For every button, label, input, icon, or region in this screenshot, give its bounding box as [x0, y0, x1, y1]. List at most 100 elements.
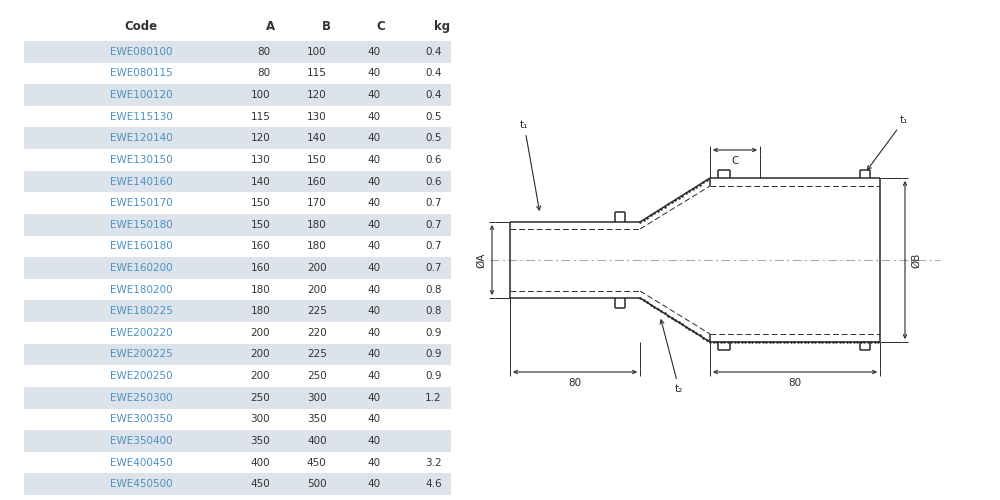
- Text: 115: 115: [307, 68, 327, 78]
- Text: 400: 400: [251, 458, 270, 468]
- Bar: [24, 474, 451, 495]
- Text: 180: 180: [250, 306, 270, 316]
- Text: EWE200225: EWE200225: [110, 350, 172, 360]
- Text: 300: 300: [307, 392, 327, 402]
- Text: 350: 350: [250, 436, 270, 446]
- Bar: [24, 41, 451, 62]
- Text: 0.7: 0.7: [425, 242, 442, 252]
- Text: 150: 150: [250, 198, 270, 208]
- Text: 40: 40: [368, 220, 381, 230]
- Text: 450: 450: [250, 479, 270, 489]
- Text: 120: 120: [307, 90, 327, 100]
- Text: 40: 40: [368, 392, 381, 402]
- Text: EWE350400: EWE350400: [110, 436, 172, 446]
- Text: 40: 40: [368, 68, 381, 78]
- Text: 0.8: 0.8: [425, 306, 442, 316]
- Text: C: C: [731, 156, 739, 166]
- Text: t₁: t₁: [867, 115, 908, 170]
- Text: 40: 40: [368, 328, 381, 338]
- Text: t₂: t₂: [660, 320, 683, 394]
- Text: 225: 225: [307, 306, 327, 316]
- Text: 170: 170: [307, 198, 327, 208]
- Text: EWE160200: EWE160200: [110, 263, 172, 273]
- Text: 200: 200: [251, 328, 270, 338]
- Bar: [24, 300, 451, 322]
- Text: 500: 500: [307, 479, 327, 489]
- Text: 200: 200: [251, 371, 270, 381]
- Text: 220: 220: [307, 328, 327, 338]
- Text: 350: 350: [307, 414, 327, 424]
- Text: 120: 120: [250, 134, 270, 143]
- Text: 3.2: 3.2: [425, 458, 442, 468]
- Text: EWE180225: EWE180225: [110, 306, 172, 316]
- Bar: [24, 170, 451, 192]
- Text: 250: 250: [307, 371, 327, 381]
- Text: C: C: [376, 20, 385, 33]
- Text: 40: 40: [368, 198, 381, 208]
- Text: 40: 40: [368, 458, 381, 468]
- Text: 80: 80: [568, 378, 582, 388]
- Text: 180: 180: [307, 242, 327, 252]
- Text: 160: 160: [307, 176, 327, 186]
- Text: 0.5: 0.5: [425, 112, 442, 122]
- Text: 200: 200: [307, 263, 327, 273]
- Bar: [24, 128, 451, 149]
- Text: EWE120140: EWE120140: [110, 134, 172, 143]
- Text: ØA: ØA: [476, 252, 486, 268]
- Text: EWE250300: EWE250300: [110, 392, 172, 402]
- Text: 300: 300: [251, 414, 270, 424]
- Bar: [24, 430, 451, 452]
- Text: 115: 115: [250, 112, 270, 122]
- Text: EWE140160: EWE140160: [110, 176, 172, 186]
- Bar: [24, 214, 451, 236]
- Text: 40: 40: [368, 47, 381, 57]
- Text: EWE080100: EWE080100: [110, 47, 172, 57]
- Text: 160: 160: [250, 242, 270, 252]
- Text: Code: Code: [124, 20, 158, 33]
- Text: 0.4: 0.4: [425, 68, 442, 78]
- Text: 0.4: 0.4: [425, 90, 442, 100]
- Text: ØB: ØB: [911, 252, 921, 268]
- Text: 160: 160: [250, 263, 270, 273]
- Text: 40: 40: [368, 242, 381, 252]
- Text: 200: 200: [251, 350, 270, 360]
- Text: EWE160180: EWE160180: [110, 242, 172, 252]
- Text: 40: 40: [368, 263, 381, 273]
- Text: 0.7: 0.7: [425, 220, 442, 230]
- Text: 250: 250: [250, 392, 270, 402]
- Text: 0.5: 0.5: [425, 134, 442, 143]
- Text: EWE100120: EWE100120: [110, 90, 172, 100]
- Text: EWE200220: EWE200220: [110, 328, 172, 338]
- Text: B: B: [322, 20, 331, 33]
- Text: 150: 150: [307, 155, 327, 165]
- Text: 4.6: 4.6: [425, 479, 442, 489]
- Text: 0.6: 0.6: [425, 176, 442, 186]
- Bar: [24, 344, 451, 365]
- Bar: [24, 257, 451, 279]
- Text: 40: 40: [368, 155, 381, 165]
- Text: 0.6: 0.6: [425, 155, 442, 165]
- Text: EWE130150: EWE130150: [110, 155, 172, 165]
- Text: 40: 40: [368, 479, 381, 489]
- Text: EWE450500: EWE450500: [110, 479, 172, 489]
- Text: EWE200250: EWE200250: [110, 371, 172, 381]
- Text: EWE080115: EWE080115: [110, 68, 172, 78]
- Text: 0.7: 0.7: [425, 198, 442, 208]
- Text: 180: 180: [307, 220, 327, 230]
- Text: 130: 130: [250, 155, 270, 165]
- Text: 40: 40: [368, 414, 381, 424]
- Text: 130: 130: [307, 112, 327, 122]
- Text: 225: 225: [307, 350, 327, 360]
- Text: 40: 40: [368, 371, 381, 381]
- Text: EWE180200: EWE180200: [110, 284, 172, 294]
- Text: EWE300350: EWE300350: [110, 414, 172, 424]
- Text: 140: 140: [250, 176, 270, 186]
- Text: t₁: t₁: [520, 120, 541, 210]
- Text: EWE400450: EWE400450: [110, 458, 172, 468]
- Text: EWE150170: EWE150170: [110, 198, 172, 208]
- Text: 0.9: 0.9: [425, 328, 442, 338]
- Text: 40: 40: [368, 176, 381, 186]
- Text: 0.4: 0.4: [425, 47, 442, 57]
- Text: 40: 40: [368, 112, 381, 122]
- Text: 40: 40: [368, 134, 381, 143]
